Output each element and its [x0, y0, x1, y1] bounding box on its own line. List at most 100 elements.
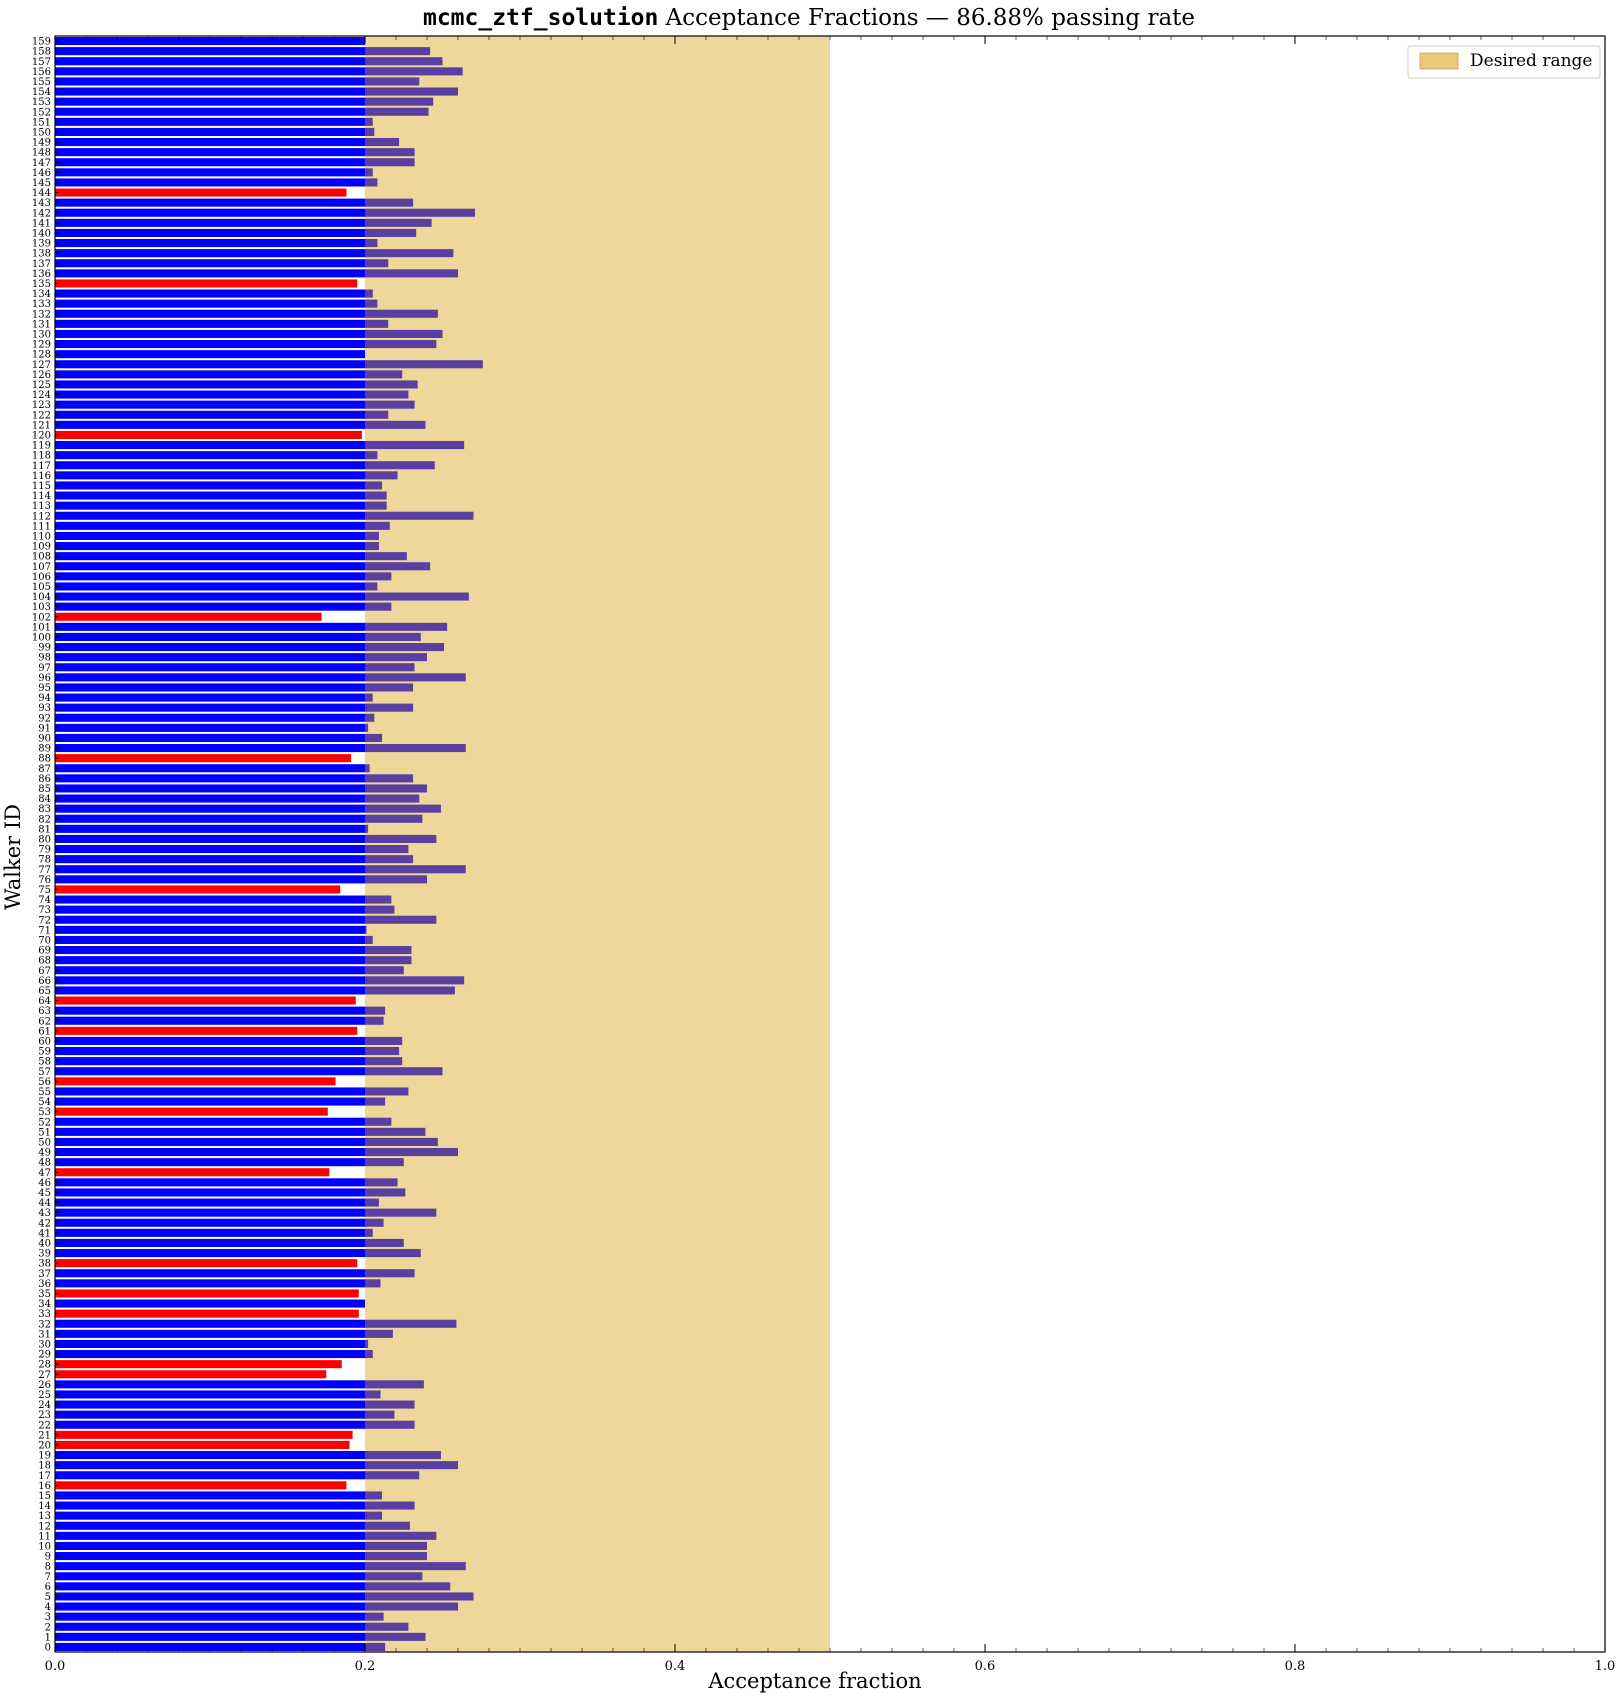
y-tick-label-20: 20 [38, 1440, 51, 1451]
bar-walker-58-in-range [365, 1057, 403, 1066]
y-tick-label-21: 21 [38, 1430, 51, 1441]
bar-walker-25-in-range [365, 1390, 381, 1399]
y-tick-label-60: 60 [38, 1036, 51, 1047]
y-tick-label-141: 141 [32, 218, 51, 229]
bar-walker-136-in-range [365, 269, 458, 278]
y-tick-label-100: 100 [32, 632, 51, 643]
y-tick-label-23: 23 [38, 1410, 51, 1421]
bar-walker-78 [55, 855, 365, 864]
y-tick-label-63: 63 [38, 1006, 51, 1017]
bar-walker-103-in-range [365, 602, 392, 611]
bar-walker-144 [55, 188, 347, 197]
y-tick-label-153: 153 [32, 97, 51, 108]
bar-walker-84 [55, 794, 365, 803]
bar-walker-73 [55, 905, 365, 914]
bar-walker-106 [55, 572, 365, 581]
bar-walker-45 [55, 1188, 365, 1197]
bar-walker-58 [55, 1057, 365, 1066]
plot-area: 0123456789101112131415161718192021222324… [32, 35, 1615, 1674]
y-tick-label-99: 99 [38, 643, 51, 654]
y-tick-label-3: 3 [45, 1612, 51, 1623]
y-tick-label-42: 42 [38, 1218, 51, 1229]
bar-walker-37-in-range [365, 1269, 415, 1278]
bar-walker-142 [55, 208, 365, 217]
bar-walker-41-in-range [365, 1228, 373, 1237]
bar-walker-131 [55, 319, 365, 328]
bar-walker-146 [55, 168, 365, 177]
bar-walker-113 [55, 501, 365, 510]
bar-walker-56 [55, 1077, 336, 1086]
y-tick-label-6: 6 [45, 1582, 51, 1593]
bar-walker-21 [55, 1430, 353, 1439]
bar-walker-91 [55, 723, 365, 732]
bar-walker-67-in-range [365, 966, 404, 975]
y-tick-label-138: 138 [32, 249, 51, 260]
y-tick-label-66: 66 [38, 976, 51, 987]
bar-walker-26 [55, 1380, 365, 1389]
bar-walker-5-in-range [365, 1592, 474, 1601]
bar-walker-125-in-range [365, 380, 418, 389]
bar-walker-19 [55, 1451, 365, 1460]
bar-walker-11 [55, 1531, 365, 1540]
x-tick-label-0.2: 0.2 [355, 1659, 376, 1674]
y-tick-label-106: 106 [32, 572, 51, 583]
bar-walker-146-in-range [365, 168, 373, 177]
bar-walker-2-in-range [365, 1622, 409, 1631]
x-tick-label-0.0: 0.0 [45, 1659, 66, 1674]
bar-walker-135 [55, 279, 358, 288]
bar-walker-49-in-range [365, 1148, 458, 1157]
bar-walker-87 [55, 764, 365, 773]
bar-walker-22-in-range [365, 1420, 415, 1429]
y-tick-label-5: 5 [45, 1592, 51, 1603]
y-tick-label-39: 39 [38, 1249, 51, 1260]
bar-walker-57 [55, 1067, 365, 1076]
bar-walker-62-in-range [365, 1016, 384, 1025]
bar-walker-134-in-range [365, 289, 373, 298]
bar-walker-102 [55, 612, 322, 621]
y-tick-label-92: 92 [38, 713, 51, 724]
y-tick-label-102: 102 [32, 612, 51, 623]
bar-walker-57-in-range [365, 1067, 443, 1076]
bar-walker-33 [55, 1309, 359, 1318]
bar-walker-24-in-range [365, 1400, 415, 1409]
bar-walker-59 [55, 1047, 365, 1056]
y-tick-label-22: 22 [38, 1420, 51, 1431]
bar-walker-139 [55, 239, 365, 248]
y-tick-label-28: 28 [38, 1360, 51, 1371]
x-axis-label: Acceptance fraction [707, 1669, 921, 1693]
bar-walker-155 [55, 77, 365, 86]
bar-walker-94-in-range [365, 693, 373, 702]
bar-walker-85 [55, 784, 365, 793]
bar-walker-66 [55, 976, 365, 985]
bar-walker-44 [55, 1198, 365, 1207]
bar-walker-77-in-range [365, 865, 466, 874]
bar-walker-32-in-range [365, 1319, 457, 1328]
y-tick-label-112: 112 [32, 511, 51, 522]
bar-walker-97-in-range [365, 663, 415, 672]
y-tick-label-122: 122 [32, 410, 51, 421]
bar-walker-143-in-range [365, 198, 414, 207]
y-tick-label-18: 18 [38, 1461, 51, 1472]
bar-walker-132-in-range [365, 309, 438, 318]
bar-walker-36-in-range [365, 1279, 381, 1288]
y-tick-label-144: 144 [32, 188, 51, 199]
bar-walker-5 [55, 1592, 365, 1601]
bar-walker-61 [55, 1026, 358, 1035]
bar-walker-31-in-range [365, 1329, 393, 1338]
y-tick-label-116: 116 [32, 471, 51, 482]
y-tick-label-113: 113 [32, 501, 51, 512]
y-tick-label-36: 36 [38, 1279, 51, 1290]
y-tick-label-143: 143 [32, 198, 51, 209]
bar-walker-15 [55, 1491, 365, 1500]
bar-walker-25 [55, 1390, 365, 1399]
bar-walker-88 [55, 754, 352, 763]
bar-walker-54 [55, 1097, 365, 1106]
bar-walker-45-in-range [365, 1188, 406, 1197]
y-tick-label-147: 147 [32, 158, 51, 169]
bar-walker-64 [55, 996, 356, 1005]
y-tick-label-134: 134 [32, 289, 51, 300]
bar-walker-107 [55, 562, 365, 571]
bar-walker-20 [55, 1440, 350, 1449]
y-tick-label-156: 156 [32, 67, 51, 78]
bar-walker-139-in-range [365, 239, 378, 248]
